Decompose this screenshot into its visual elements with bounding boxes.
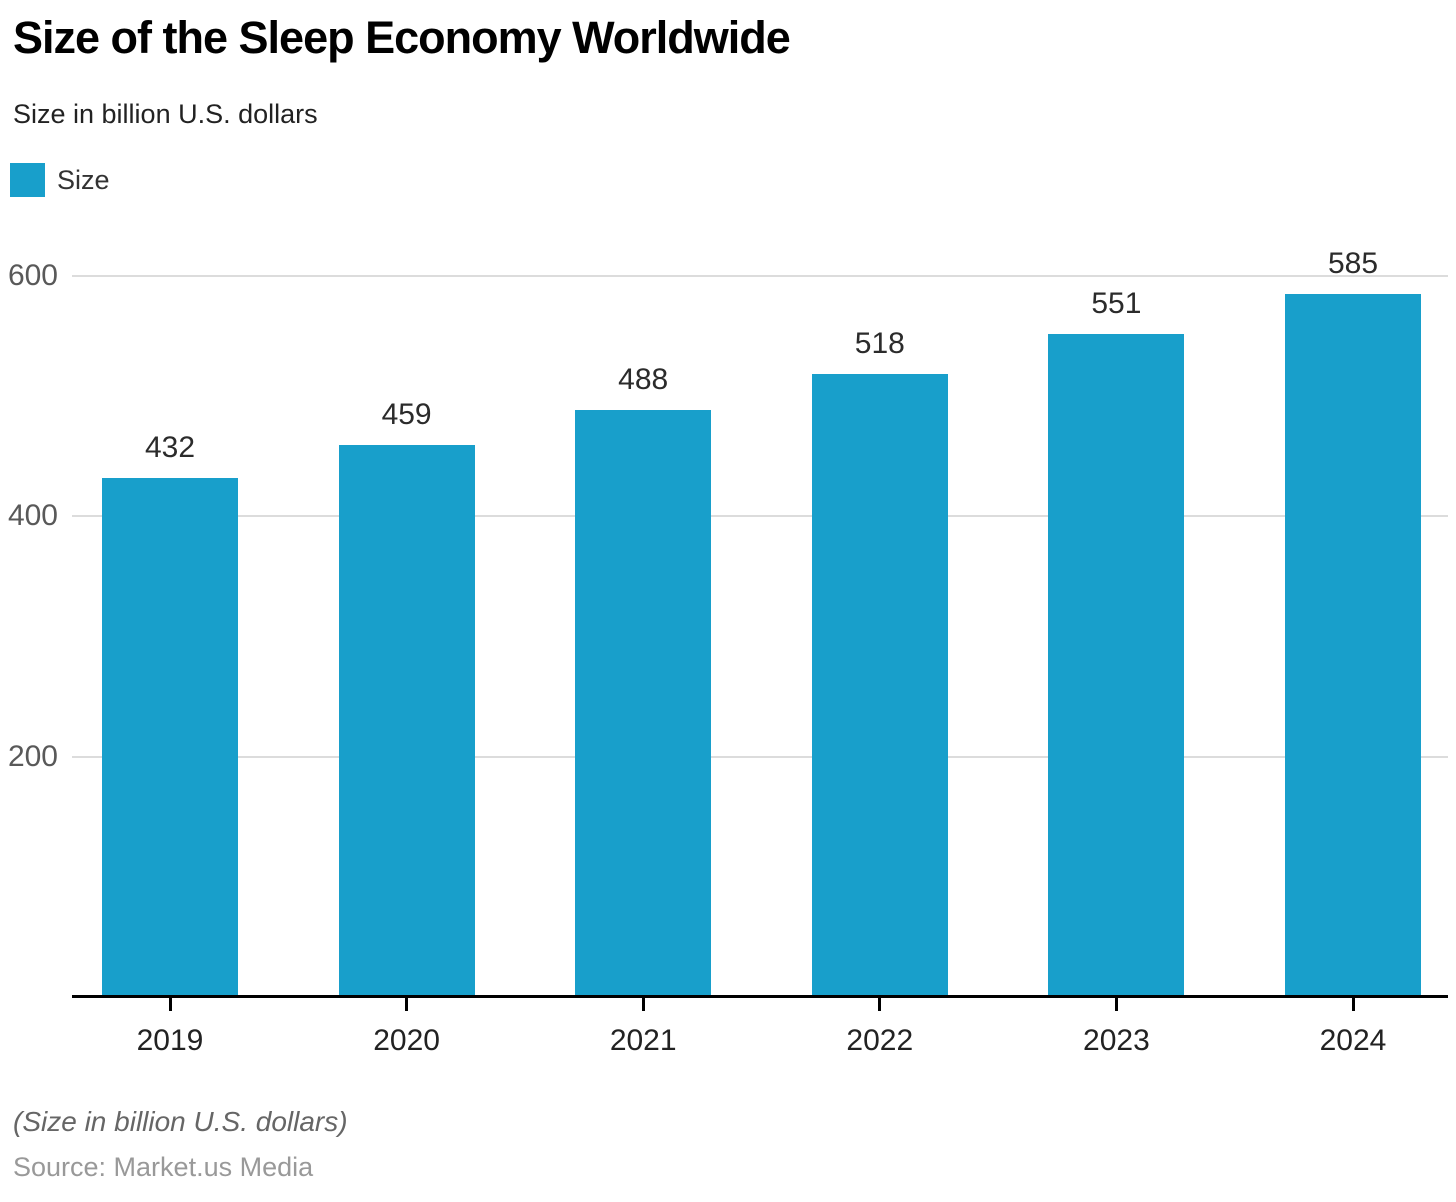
y-axis-tick-label: 600 bbox=[7, 258, 58, 292]
x-axis-tick bbox=[878, 998, 882, 1011]
bar-value-label: 459 bbox=[381, 398, 432, 432]
legend-label: Size bbox=[57, 164, 110, 195]
bar-2020 bbox=[338, 445, 475, 997]
x-axis-line bbox=[72, 995, 1448, 998]
gridline-400 bbox=[72, 515, 1448, 517]
legend: Size bbox=[10, 162, 110, 198]
bar-2023 bbox=[1048, 334, 1185, 997]
y-axis-tick-label: 200 bbox=[7, 739, 58, 773]
bar-value-label: 551 bbox=[1091, 287, 1142, 321]
x-axis-label: 2019 bbox=[136, 1024, 204, 1057]
bar-2022 bbox=[811, 374, 948, 997]
x-axis-tick bbox=[1351, 998, 1355, 1011]
x-axis-tick bbox=[1114, 998, 1118, 1011]
bar-value-label: 585 bbox=[1327, 246, 1379, 280]
legend-swatch-icon bbox=[10, 163, 45, 197]
x-axis-label: 2021 bbox=[609, 1024, 677, 1057]
gridline-200 bbox=[72, 755, 1448, 758]
gridline-600 bbox=[72, 274, 1448, 277]
footnote: (Size in billion U.S. dollars) bbox=[13, 1106, 348, 1137]
bar-2024 bbox=[1285, 293, 1421, 997]
bar-2019 bbox=[102, 477, 238, 997]
x-axis-tick bbox=[405, 998, 409, 1011]
bar-value-label: 432 bbox=[144, 430, 196, 464]
chart-title: Size of the Sleep Economy Worldwide bbox=[13, 12, 791, 63]
bar-value-label: 518 bbox=[854, 327, 905, 361]
y-axis-tick-label: 400 bbox=[7, 499, 58, 532]
x-axis-label: 2024 bbox=[1319, 1024, 1387, 1057]
chart-subtitle: Size in billion U.S. dollars bbox=[13, 99, 318, 129]
x-axis-tick bbox=[168, 998, 172, 1011]
x-axis-label: 2022 bbox=[846, 1024, 914, 1057]
x-axis-tick bbox=[641, 998, 645, 1011]
x-axis-label: 2020 bbox=[373, 1024, 440, 1057]
source-attribution: Source: Market.us Media bbox=[13, 1152, 314, 1182]
x-axis-label: 2023 bbox=[1083, 1024, 1150, 1057]
bar-2021 bbox=[575, 410, 712, 997]
bar-value-label: 488 bbox=[618, 363, 669, 397]
